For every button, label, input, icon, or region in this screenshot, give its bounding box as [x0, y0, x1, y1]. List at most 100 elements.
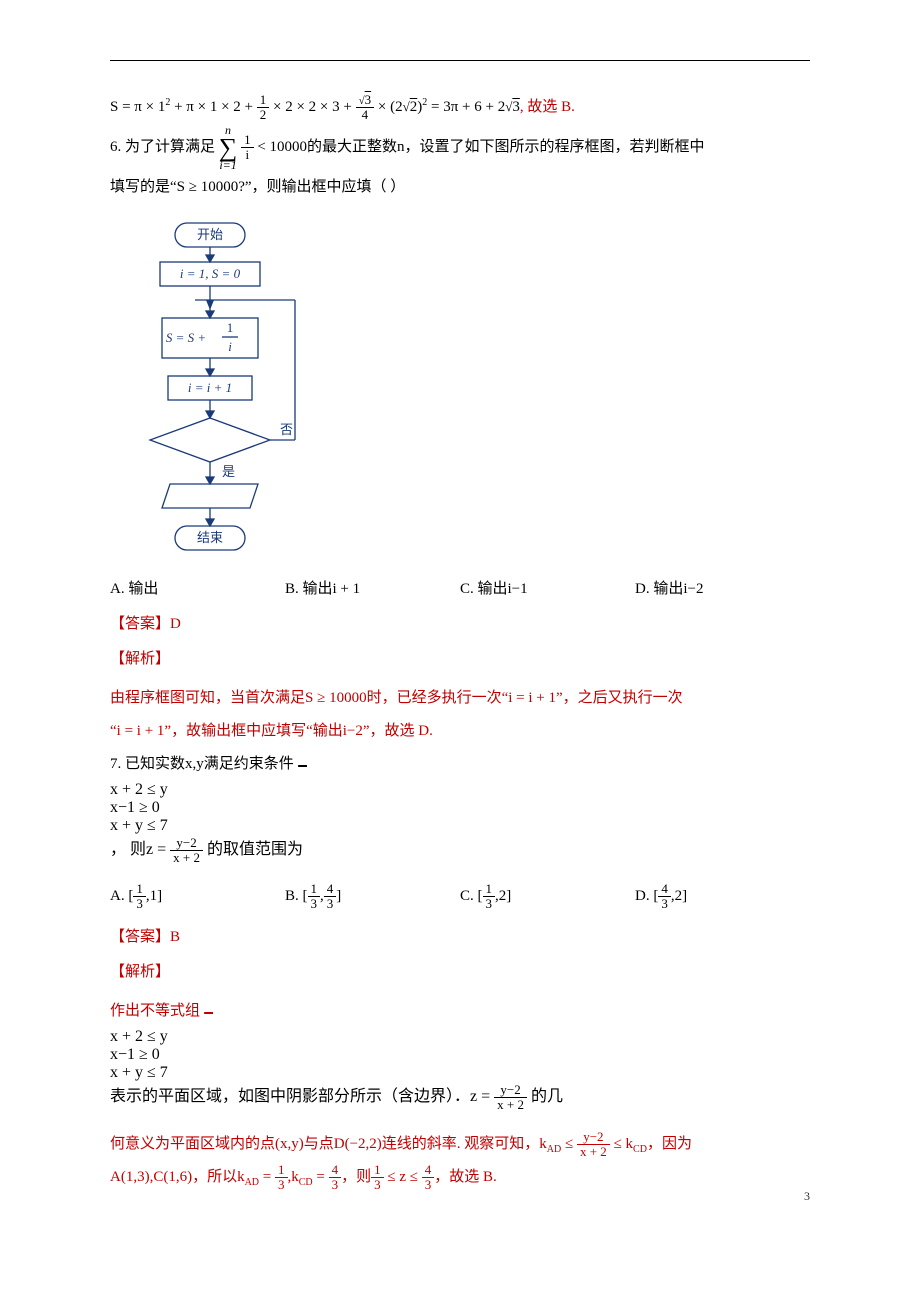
t: ,2]	[671, 888, 687, 904]
frac: 12	[257, 93, 270, 123]
t: 的取值范围为	[207, 841, 303, 858]
opt-d: D. 输出i−2	[635, 577, 810, 598]
top-rule	[110, 60, 810, 61]
frac: 43	[329, 1163, 342, 1193]
opt-b: B. [13,43]	[285, 882, 460, 912]
n: y−2	[170, 836, 203, 851]
n: 1	[133, 882, 146, 897]
t: ，因为	[647, 1136, 692, 1152]
t: × 2 × 2 × 3 +	[269, 99, 355, 115]
c1: x + 2 ≤ y	[110, 781, 810, 799]
frac: y−2x + 2	[170, 836, 203, 866]
fc-yes: 是	[222, 464, 235, 479]
t: 表示的平面区域，如图中阴影部分所示（含边界）．z =	[110, 1088, 494, 1105]
n: 1	[483, 882, 496, 897]
n: 1	[371, 1163, 384, 1178]
t: =	[313, 1169, 329, 1185]
q6-stem2: 填写的是“S ≥ 10000?”，则输出框中应填（ ）	[110, 171, 810, 204]
t: AD	[245, 1177, 259, 1188]
d: 3	[275, 1178, 288, 1192]
summation: n ∑ i=1	[219, 124, 238, 171]
q7-sol1: 作出不等式组	[110, 995, 810, 1028]
t: CD	[633, 1144, 647, 1155]
fc-no: 否	[280, 422, 293, 437]
q6-stem1: 6. 为了计算满足 n ∑ i=1 1i < 10000的最大正整数n，设置了如…	[110, 124, 810, 171]
flowchart-svg: 开始 i = 1, S = 0 S = S + 1 i	[130, 218, 330, 558]
d: 3	[371, 1178, 384, 1192]
n: 1	[241, 133, 254, 148]
fc-s-d: i	[228, 339, 232, 354]
t: AD	[547, 1144, 561, 1155]
page: S = π × 12 + π × 1 × 2 + 12 × 2 × 2 × 3 …	[0, 0, 920, 1234]
n: 1	[308, 882, 321, 897]
d: 3	[422, 1178, 435, 1192]
t: √2	[403, 99, 418, 115]
t: ，则	[341, 1169, 371, 1185]
q7-sol3: A(1,3),C(1,6)，所以kAD = 13,kCD = 43，则13 ≤ …	[110, 1161, 810, 1194]
d: x + 2	[170, 851, 203, 865]
frac: 43	[324, 882, 337, 912]
n: 1	[257, 93, 270, 108]
t: √3	[505, 99, 520, 115]
d: x + 2	[577, 1145, 610, 1159]
fc-init: i = 1, S = 0	[180, 266, 241, 281]
t: 何意义为平面区域内的点(x,y)与点D(−2,2)连线的斜率. 观察可知，k	[110, 1136, 547, 1152]
opt-d: D. [43,2]	[635, 882, 810, 912]
d: 3	[483, 897, 496, 911]
fc-s-pre: S = S +	[166, 330, 206, 345]
q6-options: A. 输出 B. 输出i + 1 C. 输出i−1 D. 输出i−2	[110, 577, 810, 598]
t: ，故选 B.	[434, 1169, 497, 1185]
c3: x + y ≤ 7	[110, 817, 810, 835]
t: ≤ k	[610, 1136, 633, 1152]
t: 的几	[531, 1088, 563, 1105]
t: S = π × 1	[110, 99, 165, 115]
n: √3	[356, 93, 375, 108]
flowchart: 开始 i = 1, S = 0 S = S + 1 i	[130, 218, 810, 563]
d: 3	[658, 897, 671, 911]
frac: √34	[356, 93, 375, 123]
t: ≤ z ≤	[384, 1169, 422, 1185]
t: i=1	[219, 159, 238, 171]
q6-analysis-label: 【解析】	[110, 647, 810, 668]
t: , 故选 B.	[520, 99, 575, 115]
t: ,k	[288, 1169, 299, 1185]
frac: 1i	[241, 133, 254, 163]
fc-s-n: 1	[227, 320, 234, 335]
fc-i: i = i + 1	[188, 380, 232, 395]
n: y−2	[577, 1130, 610, 1145]
t: = 3π + 6 + 2	[427, 99, 505, 115]
t: × (2	[374, 99, 402, 115]
n: 4	[324, 882, 337, 897]
c2: x−1 ≥ 0	[110, 799, 810, 817]
frac: 43	[422, 1163, 435, 1193]
t: < 10000的最大正整数n，设置了如下图所示的程序框图，若判断框中	[257, 139, 704, 155]
t: + π × 1 × 2 +	[170, 99, 256, 115]
q6-analysis1: 由程序框图可知，当首次满足S ≥ 10000时，已经多执行一次“i = i + …	[110, 682, 810, 715]
q7-stem: 7. 已知实数x,y满足约束条件	[110, 748, 810, 781]
t: 作出不等式组	[110, 1003, 200, 1019]
d: 3	[329, 1178, 342, 1192]
d: 3	[133, 897, 146, 911]
t: CD	[299, 1177, 313, 1188]
n: 4	[422, 1163, 435, 1178]
n: 4	[658, 882, 671, 897]
t: 7. 已知实数x,y满足约束条件	[110, 756, 294, 772]
sigma-icon: ∑	[219, 136, 238, 159]
frac: y−2x + 2	[577, 1130, 610, 1160]
opt-a: A. [13,1]	[110, 882, 285, 912]
d: 3	[308, 897, 321, 911]
frac: 43	[658, 882, 671, 912]
n: 4	[329, 1163, 342, 1178]
t: A(1,3),C(1,6)，所以k	[110, 1169, 245, 1185]
n: y−2	[494, 1083, 527, 1098]
t: =	[259, 1169, 275, 1185]
t: ≤	[561, 1136, 577, 1152]
opt-c: C. 输出i−1	[460, 577, 635, 598]
frac: 13	[133, 882, 146, 912]
sqrt: 3	[512, 99, 520, 115]
frac: y−2x + 2	[494, 1083, 527, 1113]
fc-end: 结束	[197, 530, 223, 545]
q7-answer: 【答案】B	[110, 925, 810, 946]
c3: x + y ≤ 7	[110, 1064, 810, 1082]
c2: x−1 ≥ 0	[110, 1046, 810, 1064]
